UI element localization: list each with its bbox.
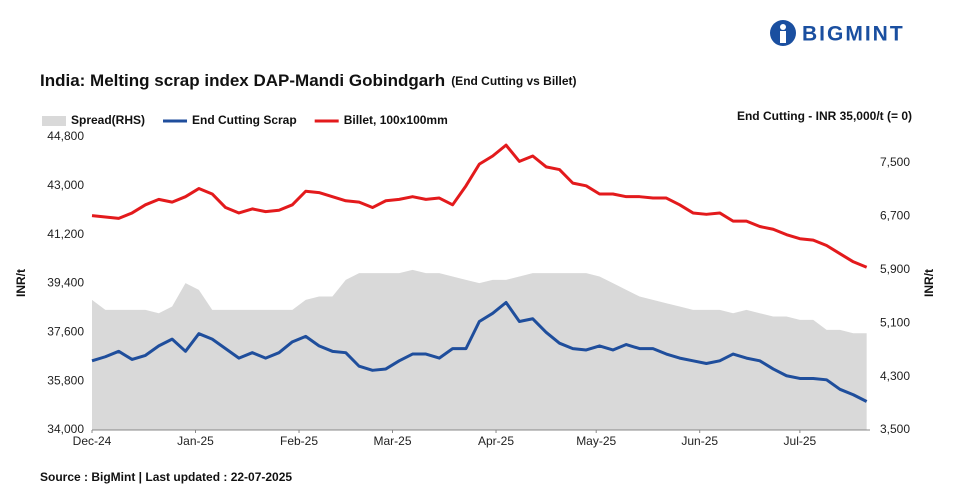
y-tick-label: 34,000 bbox=[47, 422, 84, 436]
legend-swatch bbox=[42, 116, 66, 126]
legend-label: Spread(RHS) bbox=[71, 113, 145, 127]
legend: Spread(RHS) End Cutting Scrap Billet, 100x… bbox=[42, 113, 448, 127]
legend-item: Spread(RHS) bbox=[42, 113, 145, 127]
y2-tick-label: 5,900 bbox=[880, 262, 910, 276]
y-tick-label: 39,400 bbox=[47, 276, 84, 290]
x-tick-label: Apr-25 bbox=[478, 434, 514, 448]
y2-tick-label: 5,100 bbox=[880, 315, 910, 329]
y2-tick-label: 6,700 bbox=[880, 209, 910, 223]
x-tick-label: Jan-25 bbox=[177, 434, 214, 448]
logo-icon-dot bbox=[780, 24, 786, 30]
x-tick-label: Jun-25 bbox=[681, 434, 718, 448]
y-tick-label: 43,000 bbox=[47, 178, 84, 192]
y-tick-label: 41,200 bbox=[47, 227, 84, 241]
logo-icon-bar bbox=[780, 31, 786, 43]
title: India: Melting scrap index DAP-Mandi Gob… bbox=[40, 71, 445, 90]
y-axis-label: INR/t bbox=[14, 269, 28, 297]
line bbox=[91, 300, 868, 403]
plot-area: 34,000 35,800 37,600 39,400 41,200 43,000 44,8… bbox=[47, 129, 910, 448]
annotation: End Cutting - INR 35,000/t (= 0) bbox=[737, 109, 912, 123]
y2-tick-label: 7,500 bbox=[880, 155, 910, 169]
y2-tick-label: 4,300 bbox=[880, 369, 910, 383]
area bbox=[92, 269, 867, 430]
legend-item: End Cutting Scrap bbox=[163, 113, 297, 127]
logo: BIGMINT bbox=[770, 20, 905, 46]
line bbox=[91, 143, 868, 269]
y-tick-label: 35,800 bbox=[47, 373, 84, 387]
chart-title: India: Melting scrap index DAP-Mandi Gob… bbox=[40, 71, 577, 90]
legend-label: End Cutting Scrap bbox=[192, 113, 297, 127]
x-tick-label: May-25 bbox=[576, 434, 616, 448]
x-tick-label: Dec-24 bbox=[73, 434, 112, 448]
x-tick-label: Feb-25 bbox=[280, 434, 318, 448]
source: Source : BigMint | Last updated : 22-07-… bbox=[40, 470, 292, 484]
y-tick-label: 37,600 bbox=[47, 325, 84, 339]
legend-label: Billet, 100x100mm bbox=[344, 113, 448, 127]
legend-item: Billet, 100x100mm bbox=[314, 113, 448, 127]
y2-tick-label: 3,500 bbox=[880, 422, 910, 436]
x-tick-label: Jul-25 bbox=[784, 434, 817, 448]
x-tick-label: Mar-25 bbox=[374, 434, 412, 448]
y-tick-label: 44,800 bbox=[47, 129, 84, 143]
subtitle: (End Cutting vs Billet) bbox=[451, 74, 576, 88]
y2-axis-label: INR/t bbox=[922, 269, 936, 297]
brand: BIGMINT bbox=[802, 23, 905, 46]
